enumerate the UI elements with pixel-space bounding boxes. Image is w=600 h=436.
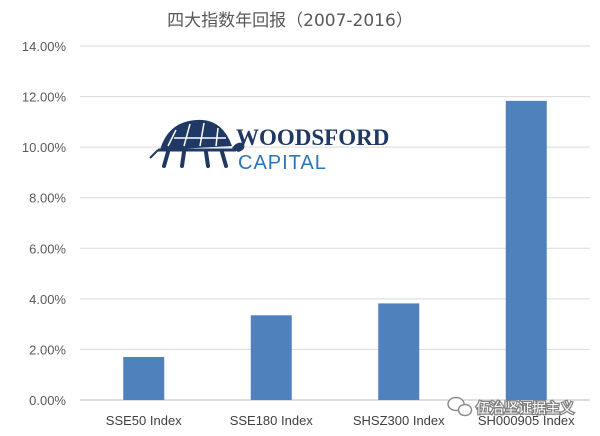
bar bbox=[505, 100, 547, 401]
logo-line1: WOODSFORD bbox=[236, 125, 389, 150]
x-tick-label: SHSZ300 Index bbox=[353, 413, 445, 428]
y-tick-label: 8.00% bbox=[29, 191, 66, 206]
bar bbox=[250, 315, 292, 400]
bar bbox=[378, 303, 420, 400]
chart-title: 四大指数年回报（2007-2016） bbox=[167, 11, 413, 31]
x-axis-labels: SSE50 Index SSE180 Index SHSZ300 Index SH00… bbox=[106, 413, 575, 428]
y-tick-label: 6.00% bbox=[29, 241, 66, 256]
x-tick-label: SH000905 Index bbox=[478, 413, 575, 428]
y-tick-label: 0.00% bbox=[29, 393, 66, 408]
x-tick-label: SSE180 Index bbox=[230, 413, 314, 428]
logo-line2: CAPITAL bbox=[238, 152, 327, 174]
watermark: 伍治坚证据主义 bbox=[447, 396, 575, 418]
y-tick-label: 4.00% bbox=[29, 292, 66, 307]
y-tick-label: 14.00% bbox=[22, 39, 67, 54]
x-tick-label: SSE50 Index bbox=[106, 413, 182, 428]
wechat-icon bbox=[447, 396, 473, 417]
watermark-text: 伍治坚证据主义 bbox=[476, 401, 574, 417]
y-tick-label: 10.00% bbox=[22, 140, 67, 155]
y-tick-label: 2.00% bbox=[29, 342, 66, 357]
tortoise-icon bbox=[149, 119, 245, 168]
y-axis-ticks: 0.00% 2.00% 4.00% 6.00% 8.00% 10.00% 12.00% 14.… bbox=[22, 39, 67, 408]
bars bbox=[123, 100, 547, 401]
woodsford-logo: WOODSFORD CAPITAL bbox=[149, 119, 389, 174]
y-tick-label: 12.00% bbox=[22, 90, 67, 105]
bar bbox=[123, 357, 165, 400]
